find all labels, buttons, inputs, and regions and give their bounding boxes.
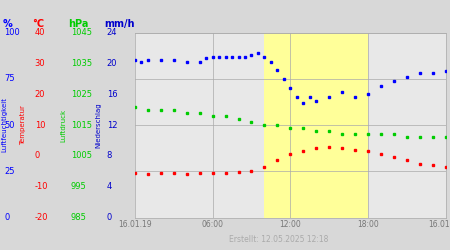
- Text: Temperatur: Temperatur: [20, 105, 27, 145]
- Text: Luftfeuchtigkeit: Luftfeuchtigkeit: [1, 98, 8, 152]
- Text: 0: 0: [107, 213, 112, 222]
- Text: hPa: hPa: [68, 19, 89, 29]
- Text: Luftdruck: Luftdruck: [60, 108, 66, 142]
- Text: 25: 25: [4, 167, 15, 176]
- Text: 995: 995: [71, 182, 86, 191]
- Text: 24: 24: [107, 28, 117, 37]
- Text: 10: 10: [35, 120, 45, 130]
- Text: -20: -20: [35, 213, 48, 222]
- Text: mm/h: mm/h: [104, 19, 135, 29]
- Text: 1015: 1015: [71, 120, 92, 130]
- Text: 0: 0: [35, 151, 40, 160]
- Text: 4: 4: [107, 182, 112, 191]
- Text: 0: 0: [4, 213, 10, 222]
- Text: °C: °C: [32, 19, 45, 29]
- Text: 8: 8: [107, 151, 112, 160]
- Text: 12: 12: [107, 120, 117, 130]
- Text: 20: 20: [107, 59, 117, 68]
- Text: 40: 40: [35, 28, 45, 37]
- Text: 985: 985: [71, 213, 86, 222]
- Text: 75: 75: [4, 74, 15, 83]
- Text: -10: -10: [35, 182, 48, 191]
- Text: 1045: 1045: [71, 28, 92, 37]
- Text: 30: 30: [35, 59, 45, 68]
- Text: 16: 16: [107, 90, 117, 99]
- Text: 20: 20: [35, 90, 45, 99]
- Text: 100: 100: [4, 28, 20, 37]
- Text: 1025: 1025: [71, 90, 92, 99]
- Text: Niederschlag: Niederschlag: [95, 102, 101, 148]
- Text: Erstellt: 12.05.2025 12:18: Erstellt: 12.05.2025 12:18: [230, 236, 328, 244]
- Text: 50: 50: [4, 120, 15, 130]
- Text: 1005: 1005: [71, 151, 92, 160]
- Bar: [265, 32, 368, 218]
- Text: 1035: 1035: [71, 59, 92, 68]
- Text: %: %: [2, 19, 12, 29]
